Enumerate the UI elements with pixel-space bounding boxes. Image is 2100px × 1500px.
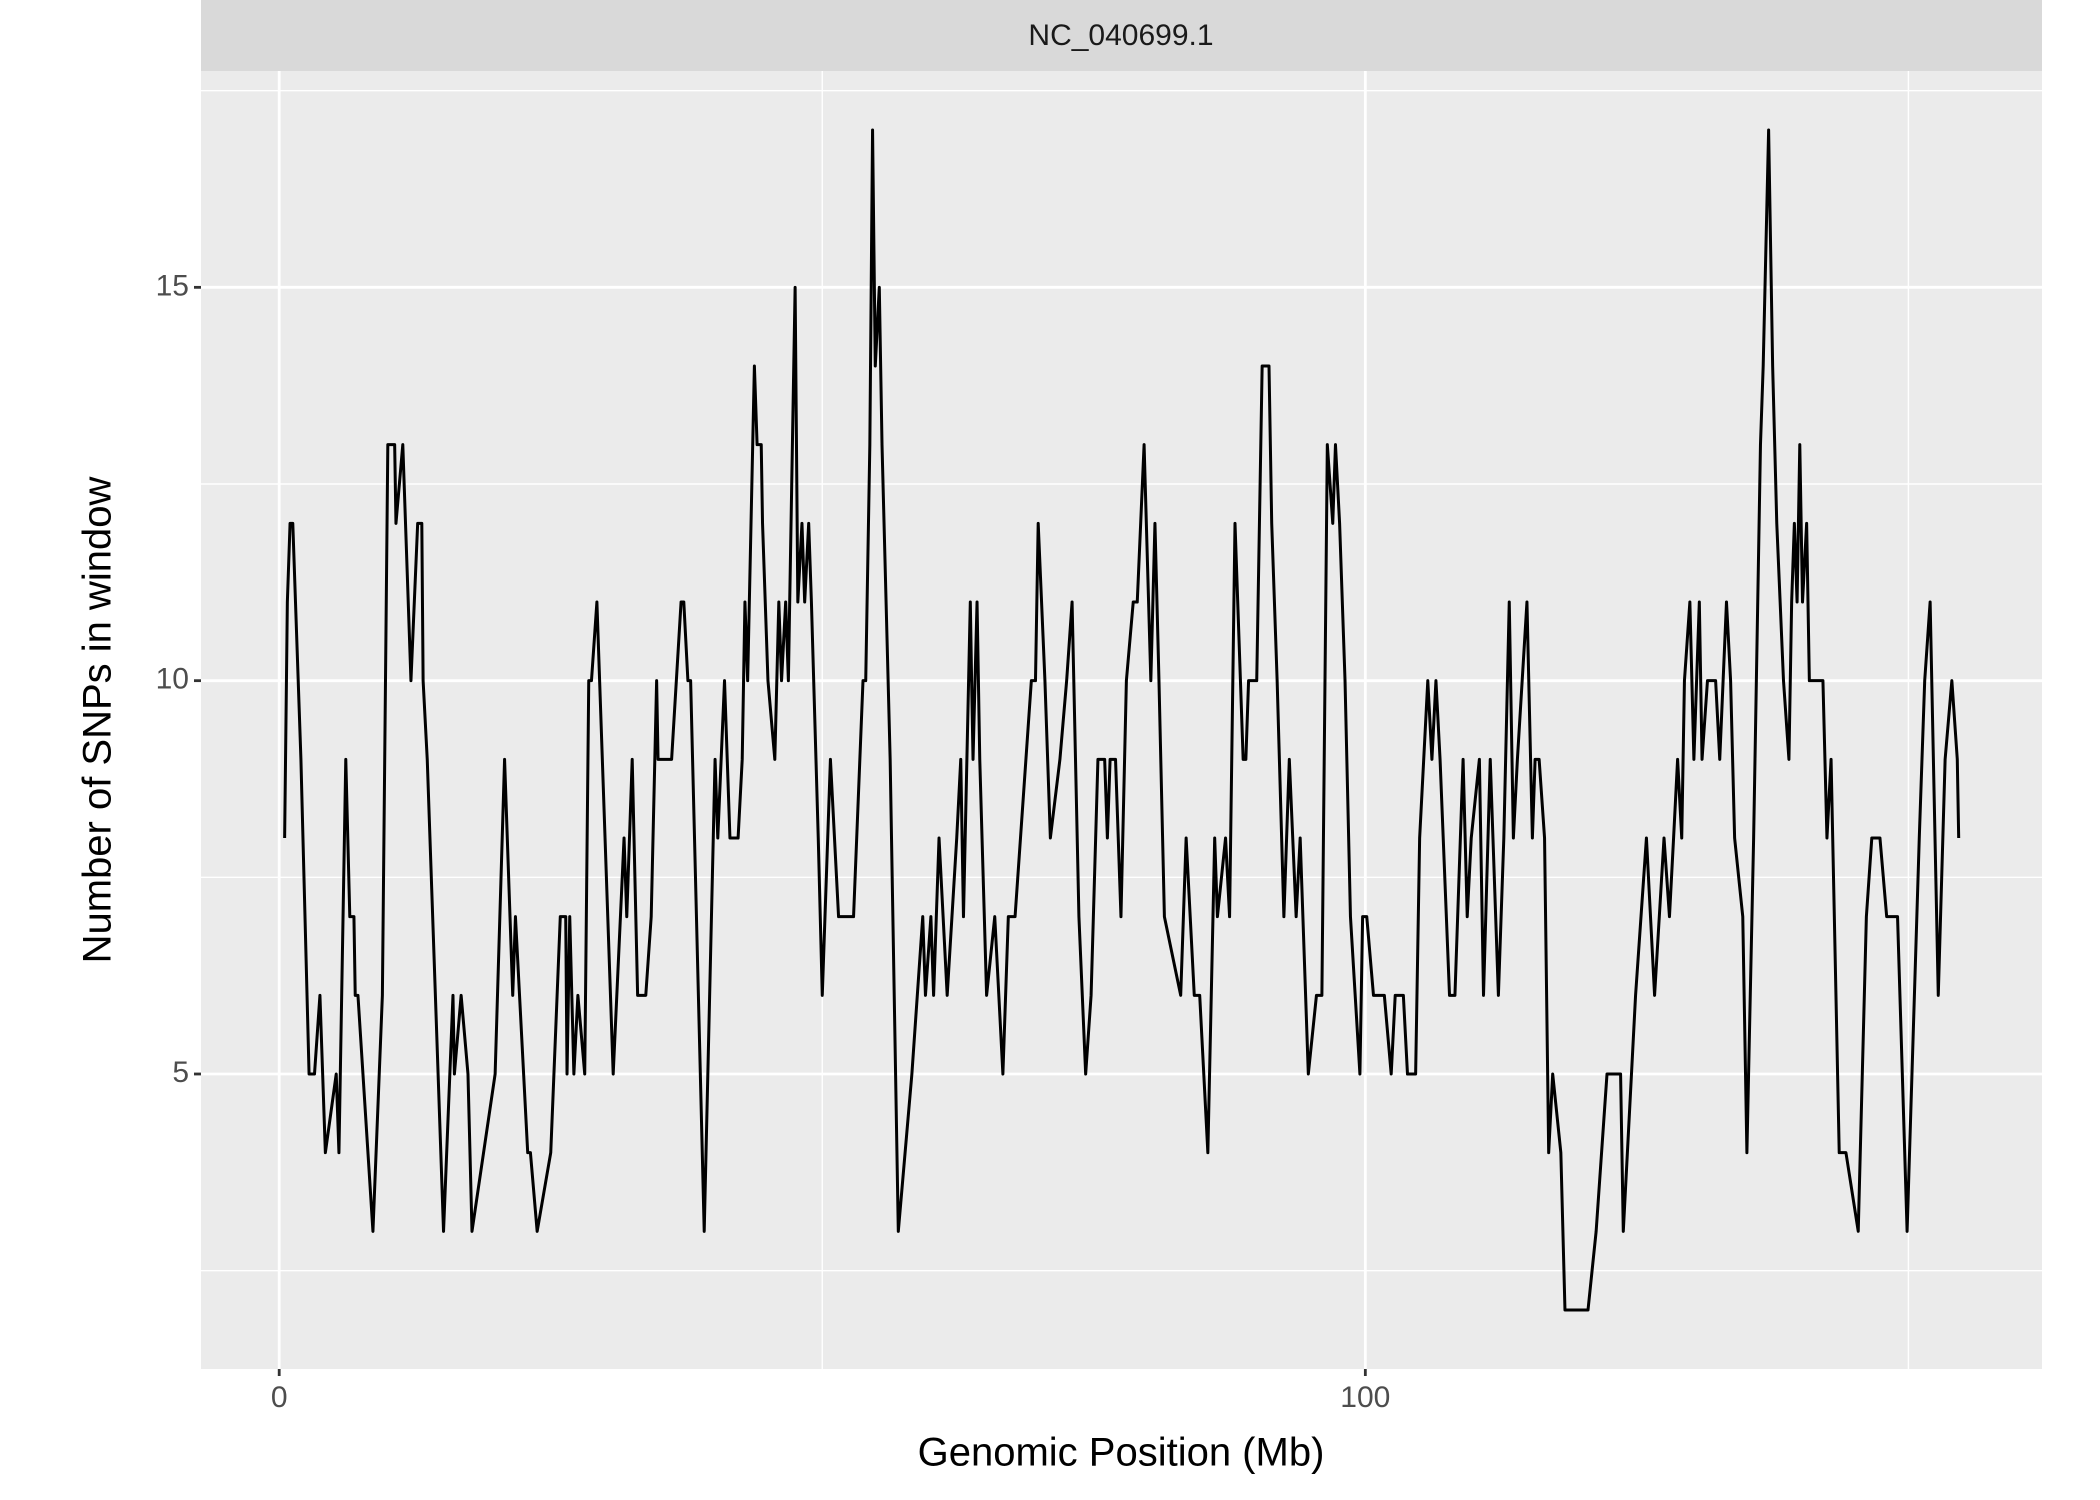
y-tick-label: 5 [172,1056,189,1089]
facet-strip [201,0,2042,71]
x-tick-label: 0 [271,1381,288,1414]
x-axis-title: Genomic Position (Mb) [918,1431,1325,1475]
y-axis-title: Number of SNPs in window [76,476,120,963]
x-tick-label: 100 [1340,1381,1390,1414]
y-tick-label: 10 [156,663,189,696]
facet-label: NC_040699.1 [1028,19,1213,52]
y-tick-label: 15 [156,269,189,302]
data-line [283,128,1961,1312]
